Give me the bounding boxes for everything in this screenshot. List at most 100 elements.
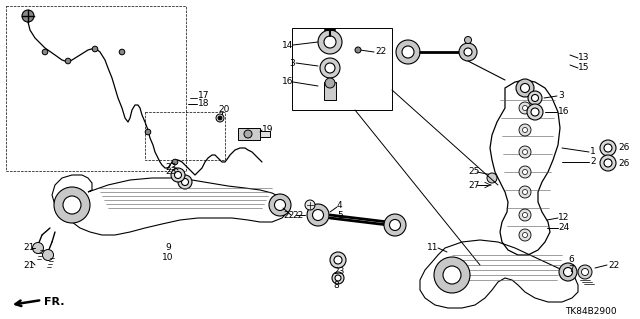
Text: 18: 18 — [198, 100, 209, 108]
Circle shape — [172, 159, 178, 165]
Circle shape — [522, 106, 527, 110]
Circle shape — [334, 256, 342, 264]
Circle shape — [171, 168, 185, 182]
Circle shape — [218, 116, 222, 120]
Text: 26: 26 — [618, 159, 629, 167]
Circle shape — [519, 229, 531, 241]
Circle shape — [519, 146, 531, 158]
Text: 14: 14 — [282, 41, 293, 49]
Text: 20: 20 — [218, 106, 229, 115]
Circle shape — [92, 46, 98, 52]
Text: 6: 6 — [568, 256, 573, 264]
Text: 23: 23 — [333, 268, 344, 277]
Circle shape — [312, 210, 323, 220]
Circle shape — [33, 242, 44, 254]
Circle shape — [519, 209, 531, 221]
Text: 23: 23 — [165, 164, 177, 173]
Bar — [324, 82, 336, 100]
Circle shape — [305, 200, 315, 210]
Text: 19: 19 — [262, 125, 273, 135]
Circle shape — [384, 214, 406, 236]
Text: 22: 22 — [375, 48, 387, 56]
Text: 26: 26 — [618, 144, 629, 152]
Bar — [238, 128, 260, 140]
Circle shape — [522, 150, 527, 154]
Circle shape — [527, 104, 543, 120]
Text: 27: 27 — [468, 181, 479, 189]
Circle shape — [604, 159, 612, 167]
Circle shape — [402, 46, 414, 58]
Text: 15: 15 — [578, 63, 589, 72]
Circle shape — [42, 249, 54, 261]
Circle shape — [604, 144, 612, 152]
Text: 16: 16 — [282, 78, 293, 86]
Text: 22: 22 — [292, 211, 303, 219]
Circle shape — [531, 94, 538, 101]
Text: 23: 23 — [165, 167, 177, 176]
Circle shape — [522, 169, 527, 174]
Circle shape — [559, 263, 577, 281]
Text: 25: 25 — [468, 167, 479, 176]
Circle shape — [22, 10, 34, 22]
Circle shape — [119, 49, 125, 55]
Text: 13: 13 — [578, 54, 589, 63]
Circle shape — [522, 128, 527, 132]
Circle shape — [216, 114, 224, 122]
Circle shape — [519, 102, 531, 114]
Circle shape — [330, 252, 346, 268]
Text: 21: 21 — [24, 243, 35, 253]
Circle shape — [465, 36, 472, 43]
Circle shape — [459, 43, 477, 61]
Text: 7: 7 — [568, 265, 573, 275]
Text: 5: 5 — [337, 211, 343, 219]
Circle shape — [516, 79, 534, 97]
Circle shape — [275, 199, 285, 211]
Text: 8: 8 — [333, 280, 339, 290]
Text: 21: 21 — [24, 261, 35, 270]
Circle shape — [582, 269, 589, 276]
Text: TK84B2900: TK84B2900 — [565, 308, 616, 316]
Circle shape — [355, 47, 361, 53]
Circle shape — [178, 175, 192, 189]
Circle shape — [54, 187, 90, 223]
Circle shape — [244, 130, 252, 138]
Circle shape — [335, 275, 341, 281]
Text: 24: 24 — [558, 224, 569, 233]
Circle shape — [600, 155, 616, 171]
Circle shape — [519, 186, 531, 198]
Circle shape — [269, 194, 291, 216]
Circle shape — [42, 49, 48, 55]
Circle shape — [531, 108, 539, 116]
Circle shape — [443, 266, 461, 284]
Text: 17: 17 — [198, 91, 209, 100]
Circle shape — [390, 219, 401, 231]
Circle shape — [528, 91, 542, 105]
Text: 10: 10 — [162, 254, 173, 263]
Circle shape — [578, 265, 592, 279]
Text: 3: 3 — [289, 58, 295, 68]
Circle shape — [182, 179, 189, 186]
Circle shape — [175, 172, 182, 179]
Circle shape — [519, 166, 531, 178]
Circle shape — [522, 233, 527, 238]
Circle shape — [563, 268, 573, 277]
Circle shape — [522, 189, 527, 195]
Bar — [260, 131, 270, 137]
Text: 4: 4 — [337, 201, 342, 210]
Circle shape — [65, 58, 71, 64]
Circle shape — [464, 48, 472, 56]
Circle shape — [600, 140, 616, 156]
Circle shape — [63, 196, 81, 214]
Text: 2: 2 — [590, 158, 596, 167]
Circle shape — [522, 212, 527, 218]
Circle shape — [519, 124, 531, 136]
Circle shape — [320, 58, 340, 78]
Text: 12: 12 — [558, 213, 570, 222]
Circle shape — [487, 173, 497, 183]
Circle shape — [332, 272, 344, 284]
Text: 3: 3 — [558, 92, 564, 100]
Circle shape — [307, 204, 329, 226]
Text: 11: 11 — [426, 243, 438, 253]
Circle shape — [325, 63, 335, 73]
Circle shape — [520, 84, 529, 93]
